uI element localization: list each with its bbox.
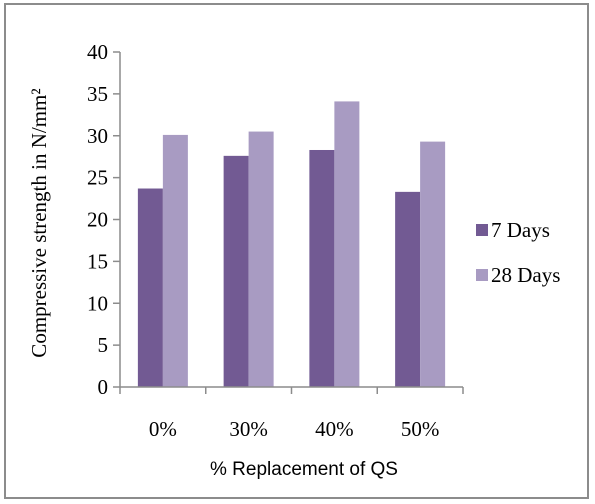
y-tick-label: 40 bbox=[87, 40, 108, 64]
y-tick-label: 25 bbox=[87, 166, 108, 190]
x-axis-title: % Replacement of QS bbox=[210, 459, 398, 480]
bar-7-days bbox=[223, 155, 249, 387]
x-tick-label: 0% bbox=[149, 417, 177, 441]
bar-28-days bbox=[162, 134, 188, 387]
x-tick-label: 50% bbox=[401, 417, 440, 441]
bar-28-days bbox=[334, 101, 360, 387]
legend: 7 Days 28 Days bbox=[476, 218, 560, 287]
bar-7-days bbox=[309, 149, 335, 387]
y-tick-label: 0 bbox=[98, 375, 109, 399]
legend-label: 28 Days bbox=[491, 263, 560, 287]
legend-swatch bbox=[476, 224, 488, 236]
y-axis-ticks: 0 5 10 15 20 25 30 35 40 bbox=[87, 40, 120, 399]
y-tick-label: 15 bbox=[87, 249, 108, 273]
legend-label: 7 Days bbox=[491, 218, 550, 242]
y-tick-label: 30 bbox=[87, 124, 108, 148]
y-tick-label: 5 bbox=[98, 333, 109, 357]
bars bbox=[137, 101, 446, 387]
bar-7-days bbox=[395, 191, 421, 387]
bar-28-days bbox=[420, 141, 446, 387]
x-tick-label: 40% bbox=[315, 417, 354, 441]
x-tick-label: 30% bbox=[229, 417, 268, 441]
y-tick-label: 10 bbox=[87, 291, 108, 315]
bar-7-days bbox=[137, 188, 163, 387]
bar-28-days bbox=[248, 131, 274, 387]
chart-frame bbox=[4, 3, 589, 499]
x-axis-ticks: 0% 30% 40% 50% bbox=[119, 387, 464, 441]
legend-swatch bbox=[476, 269, 488, 281]
y-axis-title: Compressive strength in N/mm² bbox=[27, 88, 51, 357]
y-tick-label: 35 bbox=[87, 82, 108, 106]
y-tick-label: 20 bbox=[87, 208, 108, 232]
